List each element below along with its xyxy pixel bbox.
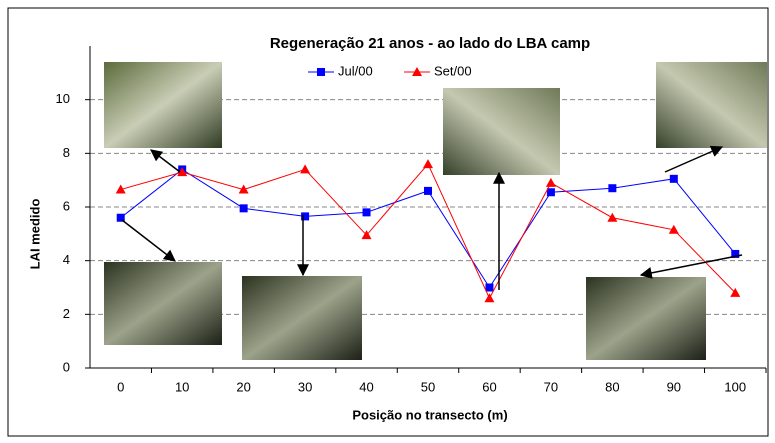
- marker: [317, 68, 325, 76]
- y-tick-label: 8: [63, 145, 70, 160]
- x-tick-label: 10: [175, 379, 189, 394]
- x-tick-label: 80: [605, 379, 619, 394]
- x-tick-label: 100: [724, 379, 746, 394]
- marker: [424, 186, 432, 195]
- marker: [731, 249, 740, 258]
- marker: [239, 204, 248, 213]
- y-tick-label: 4: [63, 252, 70, 267]
- photo: [242, 276, 362, 360]
- marker: [730, 287, 741, 297]
- arrow: [639, 254, 743, 279]
- marker: [545, 177, 556, 187]
- y-tick-label: 0: [63, 359, 70, 374]
- marker: [669, 174, 678, 183]
- marker: [300, 164, 311, 174]
- x-tick-label: 90: [667, 379, 681, 394]
- arrows: [121, 145, 743, 290]
- arrow: [150, 149, 181, 173]
- photos: [104, 62, 767, 360]
- y-tick-label: 2: [63, 306, 70, 321]
- marker: [177, 167, 188, 177]
- photo: [443, 88, 560, 175]
- marker: [361, 230, 372, 240]
- arrow: [121, 219, 176, 262]
- legend: Jul/00 Set/00: [308, 63, 472, 78]
- marker: [362, 208, 371, 217]
- x-tick-label: 70: [544, 379, 558, 394]
- marker: [607, 212, 618, 222]
- marker: [238, 184, 249, 194]
- legend-label: Jul/00: [338, 63, 373, 78]
- photo: [656, 62, 767, 148]
- photo: [586, 277, 706, 360]
- x-tick-label: 50: [421, 379, 435, 394]
- x-tick-label: 30: [298, 379, 312, 394]
- y-axis-label: LAI medido: [27, 199, 42, 270]
- x-tick-label: 40: [359, 379, 373, 394]
- marker: [116, 213, 125, 222]
- marker: [115, 184, 126, 194]
- x-tick-label: 0: [117, 379, 124, 394]
- photo: [104, 62, 222, 148]
- legend-label: Set/00: [434, 63, 472, 78]
- y-tick-label: 10: [56, 91, 70, 106]
- x-axis-label: Posição no transecto (m): [352, 407, 507, 422]
- marker: [608, 184, 617, 193]
- marker: [412, 67, 422, 76]
- x-tick-label: 20: [236, 379, 250, 394]
- x-tick-label: 60: [482, 379, 496, 394]
- chart-title: Regeneração 21 anos - ao lado do LBA cam…: [270, 35, 590, 52]
- marker: [485, 283, 494, 292]
- arrow: [664, 145, 724, 173]
- photo: [104, 262, 222, 345]
- marker: [668, 224, 679, 234]
- marker: [423, 159, 433, 169]
- marker: [546, 188, 555, 197]
- y-tick-label: 6: [63, 198, 70, 213]
- marker: [301, 212, 310, 221]
- marker: [484, 293, 495, 303]
